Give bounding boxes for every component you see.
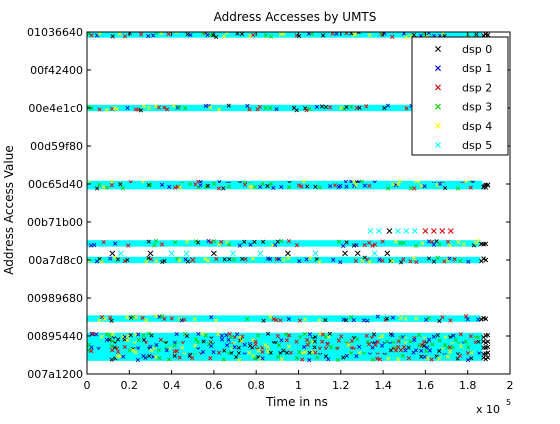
- x-tick-label: 1.6: [417, 379, 435, 392]
- point-23: [384, 250, 391, 257]
- y-tick-label: 007a1200: [27, 368, 83, 381]
- point-17: [257, 250, 264, 257]
- point-19: [312, 250, 319, 257]
- y-tick-label: 00b71b00: [27, 216, 83, 229]
- y-tick-label: 01036640: [27, 26, 83, 39]
- x-axis-label: Time in ns: [265, 395, 328, 409]
- point-0: [367, 228, 374, 234]
- legend-marker: [435, 65, 441, 72]
- data-marks: [87, 32, 491, 363]
- legend-marker: [435, 103, 441, 110]
- y-tick-label: 00c65d40: [28, 178, 83, 191]
- point-4: [403, 228, 410, 234]
- legend-marker: [435, 122, 441, 129]
- x-tick-label: 0.8: [247, 379, 265, 392]
- point-21: [354, 250, 361, 257]
- point-5: [411, 228, 418, 234]
- x-tick-label: 1: [295, 379, 302, 392]
- x-tick-label: 0: [84, 379, 91, 392]
- legend-item: dsp 4: [435, 120, 492, 133]
- point-10: [109, 250, 116, 257]
- band-00895440: [87, 331, 491, 341]
- plot-area: [86, 31, 511, 375]
- point-22: [371, 250, 378, 257]
- legend-marker: [435, 84, 441, 91]
- x-multiplier: x 10 5: [476, 398, 511, 416]
- legend-item: dsp 3: [435, 101, 492, 114]
- point-11: [117, 250, 124, 257]
- legend-label: dsp 3: [462, 101, 492, 114]
- legend-marker: [435, 142, 441, 148]
- point-13: [168, 250, 175, 257]
- chart-title: Address Accesses by UMTS: [214, 10, 377, 24]
- legend-label: dsp 2: [462, 81, 492, 94]
- y-axis-label: Address Access Value: [2, 145, 16, 274]
- legend-marker: [435, 46, 441, 52]
- y-tick-label: 00d59f80: [30, 140, 83, 153]
- legend-item: dsp 0: [435, 43, 492, 56]
- axis-ticks: 0 0.2 0.4 0.6 0.8 1 1.2 1.4 1.6 1.8 2 01036640 00f42…: [27, 26, 514, 392]
- band-00ae8000: [87, 238, 489, 248]
- band-00c58000: [87, 181, 491, 191]
- x-tick-label: 0.6: [205, 379, 223, 392]
- x-tick-label: 0.2: [121, 379, 139, 392]
- legend-label: dsp 4: [462, 120, 492, 133]
- legend-item: dsp 1: [435, 62, 492, 75]
- x-tick-label: 1.4: [374, 379, 392, 392]
- legend-item: dsp 2: [435, 81, 492, 94]
- x-multiplier-exponent: 5: [506, 398, 511, 407]
- x-tick-label: 0.4: [163, 379, 181, 392]
- point-14: [183, 250, 190, 257]
- x-multiplier-base: x 10: [476, 403, 500, 416]
- point-24: [189, 257, 196, 263]
- legend-box: [411, 36, 509, 156]
- band-00a7d8c0: [87, 255, 489, 265]
- legend-label: dsp 1: [462, 62, 492, 75]
- y-tick-label: 00a7d8c0: [28, 254, 83, 267]
- band-0080a000: [87, 353, 491, 363]
- legend-label: dsp 0: [462, 43, 492, 56]
- y-tick-label: 00f42400: [30, 64, 83, 77]
- band-00870000: [87, 337, 491, 347]
- point-12: [147, 250, 154, 257]
- point-1: [376, 228, 382, 234]
- point-20: [342, 250, 348, 257]
- x-tick-label: 1.2: [332, 379, 350, 392]
- y-tick-label: 00989680: [27, 292, 83, 305]
- point-8: [439, 228, 446, 234]
- point-3: [395, 228, 401, 234]
- legend: dsp 0 dsp 1 dsp 2 dsp 3 dsp 4 dsp 5: [411, 36, 509, 156]
- legend-item: dsp 5: [435, 139, 492, 152]
- point-2: [386, 228, 393, 234]
- point-18: [285, 250, 291, 257]
- point-15: [211, 250, 217, 257]
- x-tick-label: 2: [507, 379, 514, 392]
- y-tick-label: 00895440: [27, 330, 83, 343]
- point-7: [431, 228, 437, 234]
- point-6: [422, 228, 429, 234]
- band-00905000: [87, 314, 489, 324]
- point-9: [447, 228, 454, 234]
- x-tick-label: 1.8: [459, 379, 477, 392]
- legend-label: dsp 5: [462, 139, 492, 152]
- y-tick-label: 00e4e1c0: [28, 102, 83, 115]
- point-16: [230, 250, 236, 257]
